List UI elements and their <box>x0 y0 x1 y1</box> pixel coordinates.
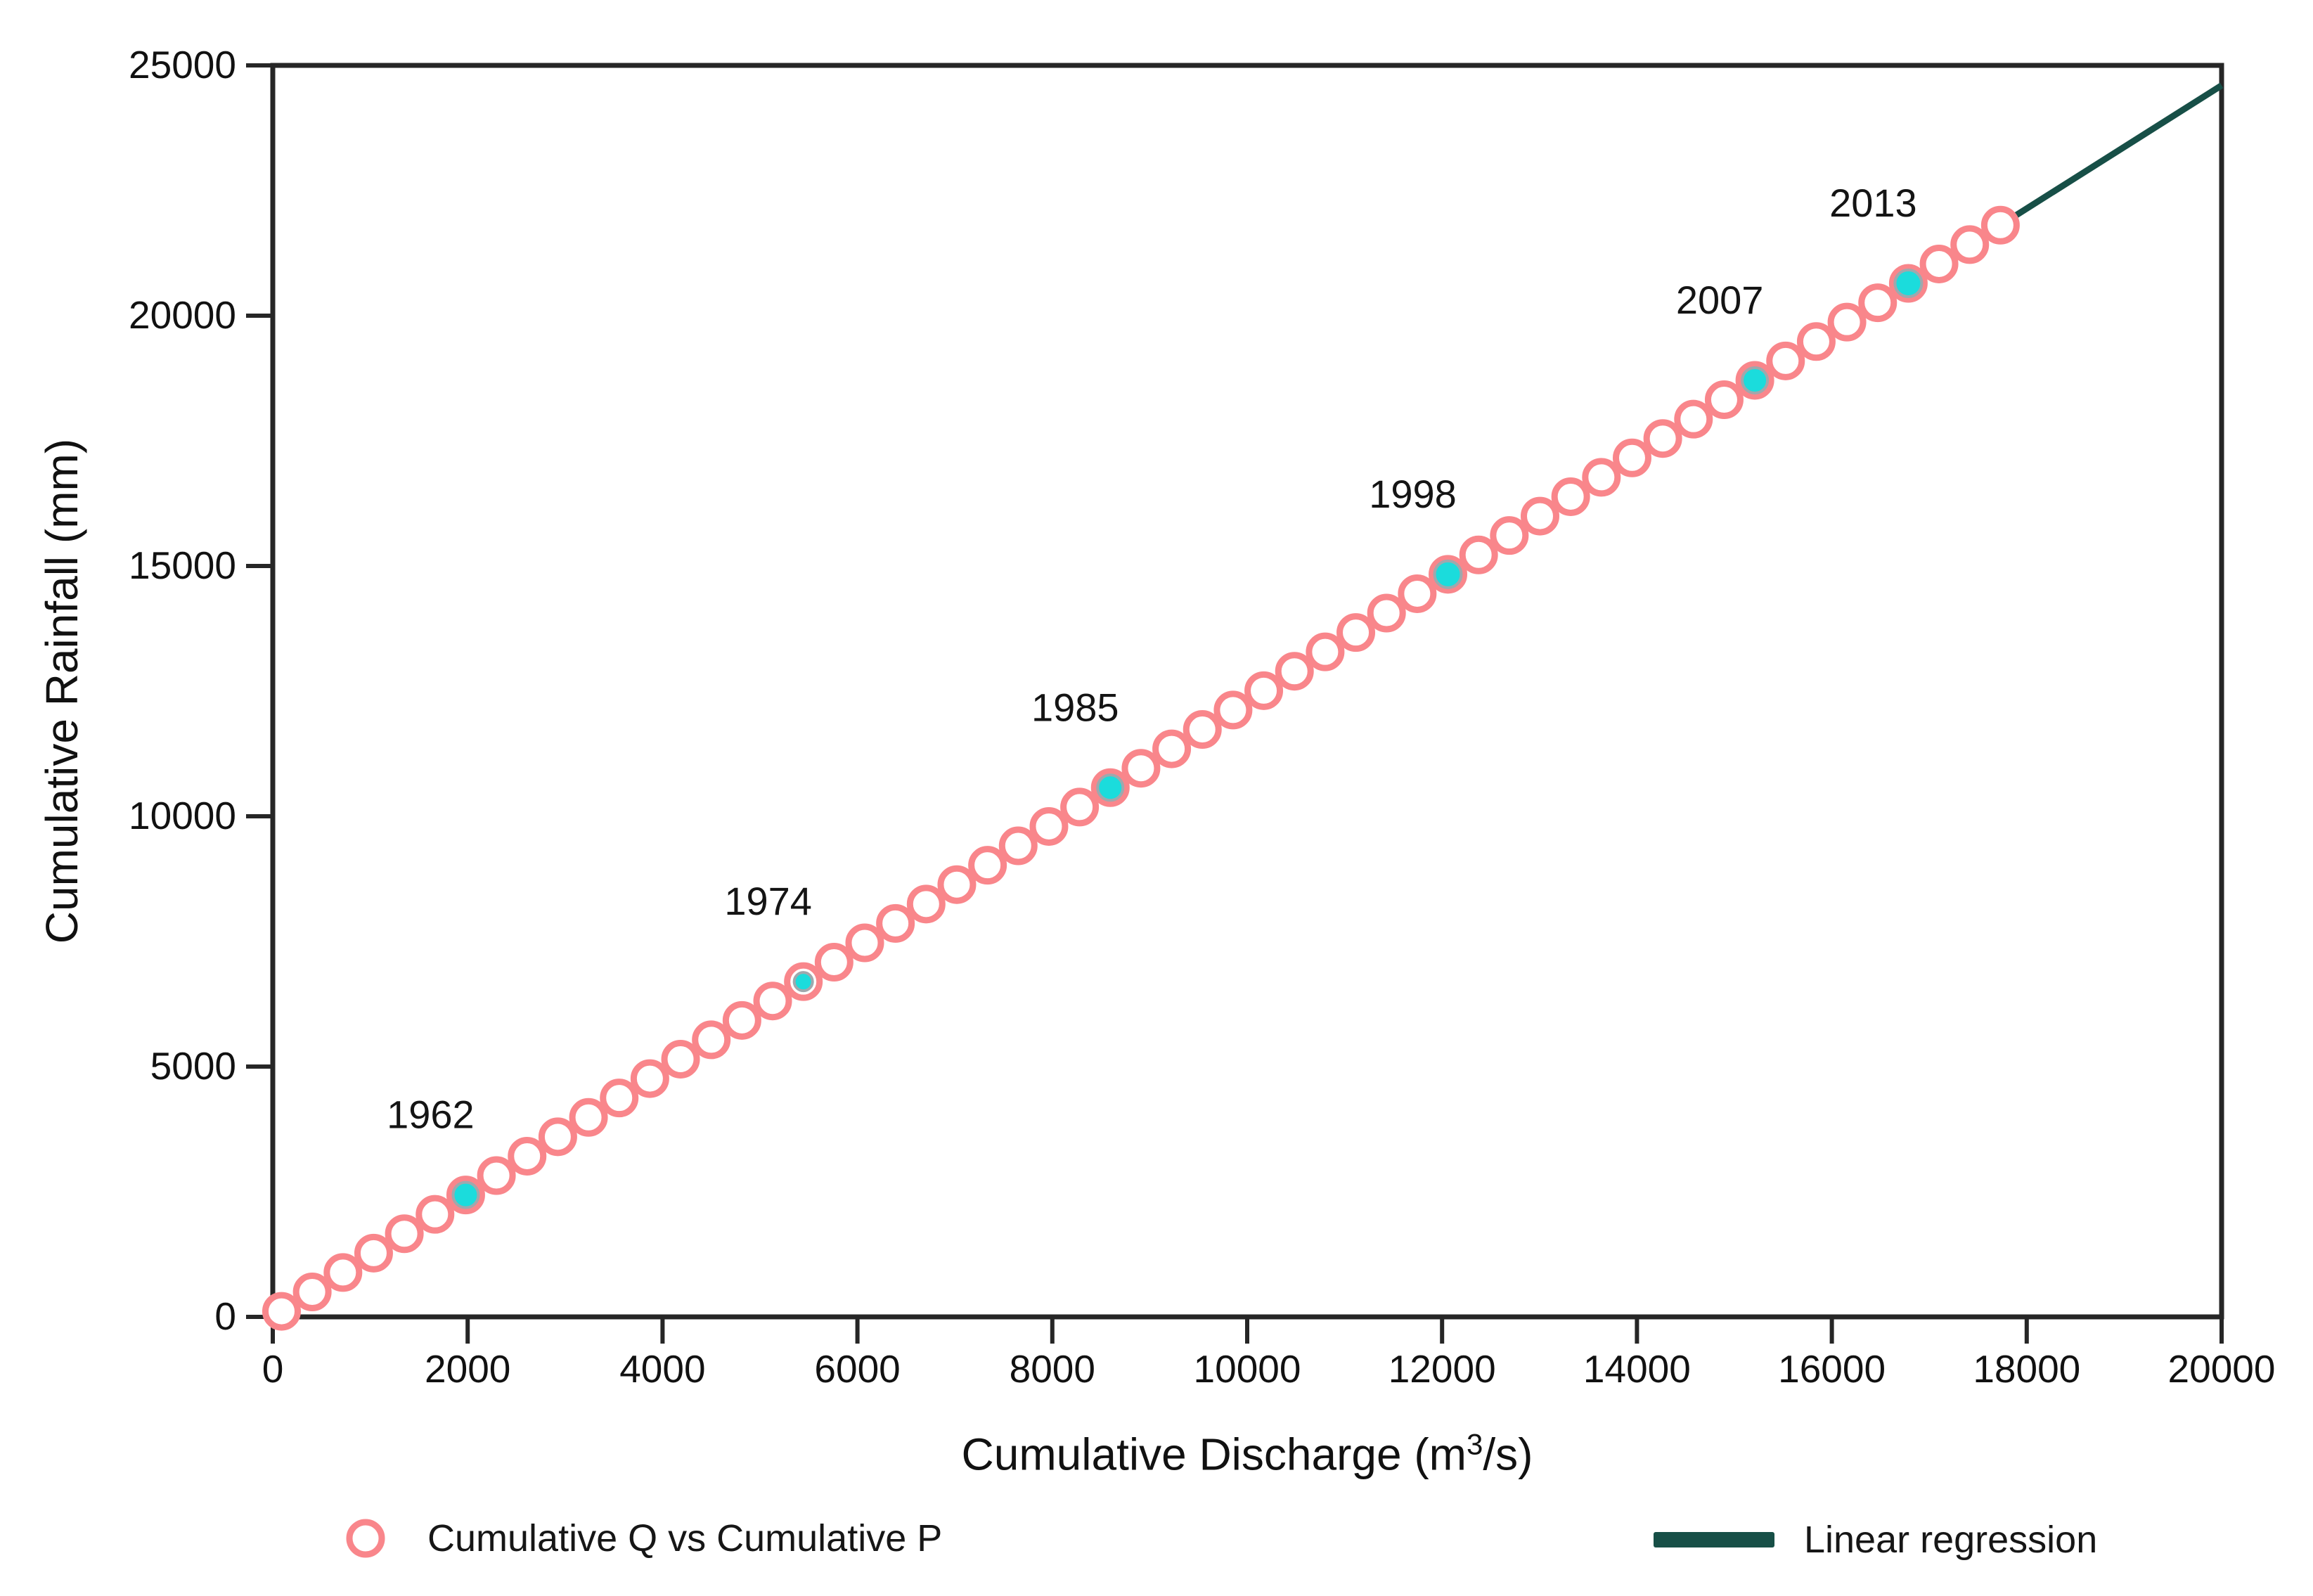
highlighted-point <box>1741 366 1770 394</box>
data-point <box>1121 749 1161 788</box>
y-tick-label: 20000 <box>129 293 236 337</box>
data-point <box>1490 516 1529 555</box>
data-point <box>1213 690 1253 730</box>
data-point <box>906 884 946 924</box>
data-point <box>600 1079 639 1118</box>
data-point <box>385 1214 424 1254</box>
data-point <box>415 1195 455 1234</box>
x-tick-label: 10000 <box>1194 1347 1301 1391</box>
x-tick-label: 8000 <box>1010 1347 1095 1391</box>
x-tick-label: 4000 <box>619 1347 705 1391</box>
data-point <box>753 982 792 1021</box>
year-label: 1985 <box>1031 685 1119 729</box>
data-point <box>692 1020 731 1060</box>
data-point <box>845 923 884 963</box>
x-tick-label: 18000 <box>1973 1347 2080 1391</box>
data-point <box>1950 225 1990 264</box>
x-tick-label: 2000 <box>425 1347 510 1391</box>
data-point <box>876 903 915 943</box>
data-point <box>1766 341 1805 380</box>
data-point <box>477 1156 516 1195</box>
data-point <box>1060 787 1100 827</box>
data-point <box>1980 205 2020 245</box>
x-tick-label: 6000 <box>814 1347 900 1391</box>
x-tick-label: 12000 <box>1389 1347 1496 1391</box>
legend-label-regression: Linear regression <box>1804 1519 2098 1561</box>
data-point <box>292 1273 332 1312</box>
x-axis-title: Cumulative Discharge (m3/s) <box>961 1427 1533 1480</box>
data-point <box>1520 496 1559 536</box>
highlighted-point <box>451 1180 480 1209</box>
legend-item-regression: Linear regression <box>1654 1517 2097 1562</box>
highlighted-point <box>1893 269 1924 299</box>
data-point <box>1858 283 1898 323</box>
superscript-3: 3 <box>1466 1427 1483 1461</box>
data-point <box>538 1117 577 1157</box>
y-tick-label: 15000 <box>129 543 236 587</box>
highlighted-point <box>1096 773 1125 802</box>
year-label: 1974 <box>724 879 812 923</box>
data-point <box>1643 419 1682 458</box>
data-point <box>1796 322 1836 361</box>
data-point <box>1244 671 1284 710</box>
data-point <box>722 1000 761 1040</box>
data-point <box>1152 729 1192 768</box>
open-circle-marker-icon <box>346 1519 385 1558</box>
data-point <box>1459 535 1498 574</box>
y-tick-label: 0 <box>214 1294 236 1338</box>
year-label: 1962 <box>387 1093 475 1137</box>
highlighted-point <box>1433 559 1463 589</box>
x-tick-label: 16000 <box>1778 1347 1886 1391</box>
legend-label-scatter: Cumulative Q vs Cumulative P <box>427 1517 943 1559</box>
year-label: 2013 <box>1829 181 1917 225</box>
y-tick-label: 25000 <box>129 43 236 86</box>
data-point <box>569 1098 608 1137</box>
data-point <box>1306 632 1345 671</box>
data-point <box>968 846 1007 885</box>
data-point <box>998 826 1038 865</box>
data-point <box>1398 574 1437 613</box>
year-label: 2007 <box>1676 278 1764 322</box>
data-point <box>1919 244 1959 283</box>
data-point <box>1336 613 1376 652</box>
data-point <box>1582 458 1621 497</box>
data-point <box>630 1059 669 1098</box>
data-point <box>354 1233 393 1273</box>
data-point <box>508 1136 547 1176</box>
data-point <box>1029 806 1069 846</box>
data-point <box>1612 438 1651 477</box>
x-tick-label: 14000 <box>1583 1347 1691 1391</box>
x-tick-label: 0 <box>262 1347 284 1391</box>
line-marker-icon <box>1654 1532 1774 1547</box>
data-point <box>323 1253 363 1292</box>
data-point <box>1674 399 1713 439</box>
data-point <box>1275 652 1314 691</box>
y-axis-title: Cumulative Rainfall (mm) <box>37 438 87 944</box>
year-label: 1998 <box>1369 472 1457 516</box>
data-point <box>1827 302 1867 342</box>
data-point <box>1704 380 1744 420</box>
y-tick-label: 5000 <box>150 1044 236 1088</box>
data-point <box>1367 593 1406 633</box>
data-point <box>1551 477 1590 516</box>
highlighted-point <box>792 971 814 993</box>
data-point <box>661 1039 700 1079</box>
data-point <box>937 865 977 904</box>
data-point <box>814 943 853 982</box>
data-point <box>1183 710 1222 749</box>
legend-item-scatter: Cumulative Q vs Cumulative P <box>344 1516 942 1561</box>
data-point <box>262 1292 301 1331</box>
y-tick-label: 10000 <box>129 794 236 837</box>
x-tick-label: 20000 <box>2168 1347 2276 1391</box>
